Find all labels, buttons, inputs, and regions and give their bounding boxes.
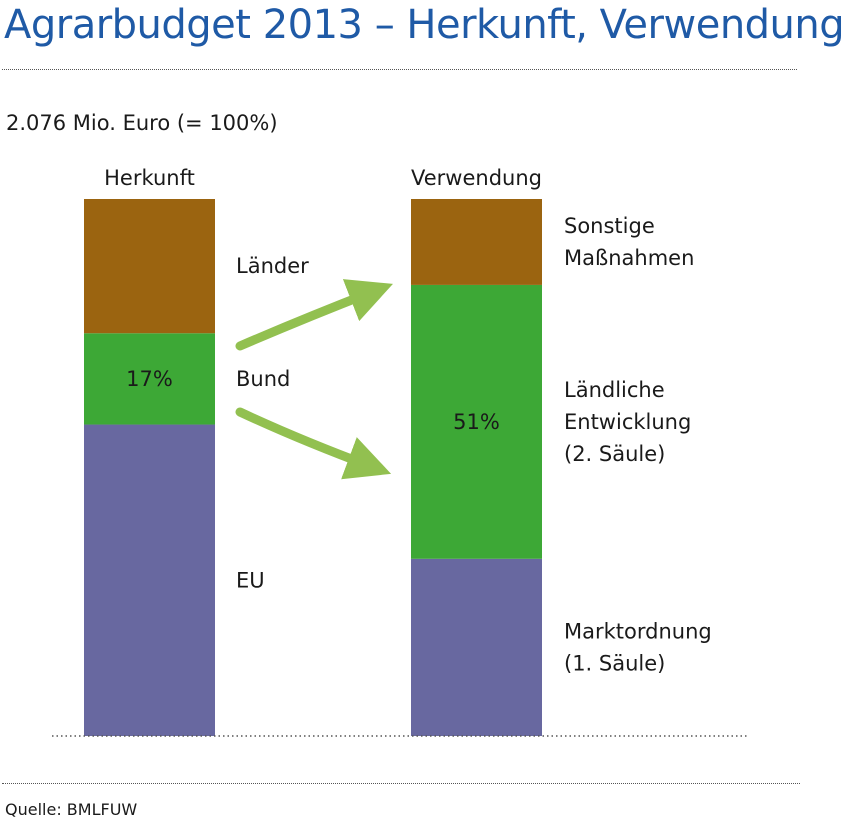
bar-segment-2-1	[411, 558, 542, 736]
bar-segment-1-1	[84, 424, 215, 736]
category-label-2: Verwendung	[411, 166, 542, 190]
segment-label-2-2-line-3: (2. Säule)	[564, 442, 665, 466]
source-note: Quelle: BMLFUW	[5, 800, 138, 819]
segment-label-2-2-line-2: Entwicklung	[564, 410, 691, 434]
segment-label-2-1-line-2: (1. Säule)	[564, 651, 665, 675]
total-budget-label: 2.076 Mio. Euro (= 100%)	[6, 111, 278, 135]
title-divider	[2, 69, 797, 70]
segment-label-2-2-line-1: Ländliche	[564, 378, 665, 402]
category-label-1: Herkunft	[104, 166, 195, 190]
bar-segment-1-3	[84, 199, 215, 334]
arrow-to-sonstige	[235, 279, 393, 351]
bar-segment-2-3	[411, 199, 542, 285]
segment-label-2-3-line-2: Maßnahmen	[564, 246, 694, 270]
segment-label-1-3-line-1: Länder	[236, 254, 309, 278]
segment-label-2-3-line-1: Sonstige	[564, 214, 655, 238]
footer-divider	[2, 783, 800, 784]
segment-label-1-1-line-1: EU	[236, 568, 265, 592]
arrow-to-laendliche-entwicklung	[235, 407, 392, 480]
chart-title: Agrarbudget 2013 – Herkunft, Verwendung	[4, 2, 845, 48]
bar-segment-1-2	[84, 333, 215, 425]
segment-label-2-1-line-1: Marktordnung	[564, 619, 712, 643]
data-label-1-2: 17%	[126, 367, 173, 391]
bar-segment-2-2	[411, 284, 542, 559]
segment-label-1-2-line-1: Bund	[236, 367, 290, 391]
data-label-2-2: 51%	[453, 410, 500, 434]
